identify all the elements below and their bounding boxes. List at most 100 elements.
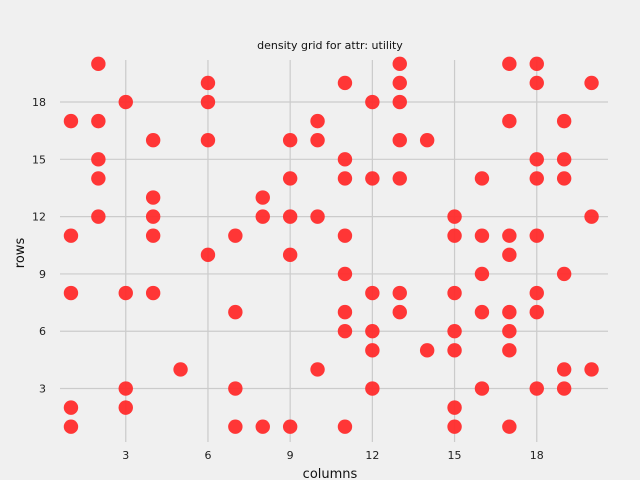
y-tick-label: 3 [39,383,46,396]
data-point [556,381,572,396]
data-point [200,75,216,91]
data-point [255,209,270,224]
data-point [337,324,353,339]
x-tick-label: 18 [530,449,544,462]
data-point [282,209,298,224]
x-tick-label: 6 [204,449,211,462]
data-point [145,228,161,243]
data-point [529,152,544,167]
data-point [447,324,462,339]
data-point [474,381,490,396]
data-point [447,419,462,434]
data-point [91,171,106,186]
data-point [365,381,380,396]
data-point [502,419,517,434]
data-point [556,152,572,167]
data-point [310,209,325,224]
data-point [447,400,462,415]
data-point [502,343,517,358]
data-point [337,75,353,91]
grid-lines [60,60,608,442]
data-point [529,285,544,301]
data-point [282,419,298,434]
data-point [282,171,298,186]
data-point [392,304,407,320]
data-point [255,190,270,205]
data-point [502,113,517,129]
data-point [145,285,161,301]
data-point [474,266,490,282]
data-point [556,171,572,186]
data-point [529,75,544,91]
data-point [584,362,599,377]
data-point [392,56,407,72]
x-tick-label: 12 [365,449,379,462]
y-axis-label: rows [13,238,28,269]
data-point [529,56,544,72]
data-point [91,152,106,167]
data-point [502,247,517,263]
data-point [556,266,572,282]
data-point [173,362,188,377]
data-points [63,56,599,434]
data-point [556,113,572,129]
data-point [200,247,216,263]
data-point [502,324,517,339]
data-point [392,75,407,91]
data-point [447,285,462,301]
x-tick-label: 15 [448,449,462,462]
data-point [556,362,572,377]
data-point [474,171,490,186]
data-point [282,247,298,263]
data-point [91,113,106,129]
data-point [584,75,599,91]
data-point [529,381,544,396]
data-point [392,285,407,301]
data-point [200,133,216,148]
data-point [255,419,270,434]
data-point [91,209,106,224]
data-point [310,133,325,148]
data-point [228,381,243,396]
data-point [310,362,325,377]
y-tick-label: 15 [32,153,46,166]
data-point [310,113,325,129]
data-point [447,209,462,224]
chart-title: density grid for attr: utility [257,39,403,52]
data-point [145,190,161,205]
y-tick-label: 18 [32,96,46,109]
data-point [228,228,243,243]
data-point [365,171,380,186]
data-point [337,304,353,320]
data-point [63,400,79,415]
data-point [337,228,353,243]
data-point [502,228,517,243]
y-tick-label: 9 [39,268,46,281]
data-point [447,228,462,243]
data-point [365,285,380,301]
data-point [419,343,435,358]
data-point [63,228,79,243]
data-point [529,228,544,243]
data-point [529,304,544,320]
data-point [118,285,133,301]
data-point [228,419,243,434]
data-point [118,94,133,110]
x-tick-label: 3 [122,449,129,462]
data-point [502,304,517,320]
data-point [118,400,133,415]
data-point [63,113,79,129]
tick-labels: 3 6 9 12 15 18 3 6 9 12 15 18 [32,96,544,462]
data-point [282,133,298,148]
data-point [337,419,353,434]
data-point [584,209,599,224]
data-point [228,304,243,320]
data-point [365,324,380,339]
data-point [392,133,407,148]
y-tick-label: 6 [39,325,46,338]
data-point [145,209,161,224]
data-point [419,133,435,148]
x-axis-label: columns [303,467,358,480]
data-point [91,56,106,72]
